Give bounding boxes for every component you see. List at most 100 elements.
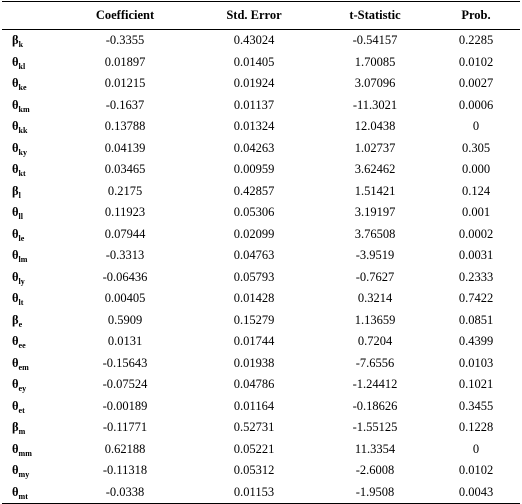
cell-std-error: 0.04263 [233,140,275,155]
cell-coefficient: -0.1637 [105,97,145,112]
cell-std-error: 0.04786 [233,377,275,392]
row-parameter: θlm [2,245,60,267]
table-row: θey -0.07524 0.04786 -1.24412 0.1021 [2,374,520,396]
row-parameter: θey [2,374,60,396]
cell-std-error: 0.01938 [233,355,275,370]
header-row: Coefficient Std. Error t-Statistic Prob. [2,1,520,30]
row-parameter: θky [2,138,60,160]
parameter-symbol: θ [12,119,19,134]
row-parameter: θkt [2,159,60,181]
parameter-symbol: θ [12,248,19,263]
cell-coefficient: 0.07944 [104,226,146,241]
cell-coefficient: 0.01897 [104,54,146,69]
table-header: Coefficient Std. Error t-Statistic Prob. [2,1,520,30]
cell-coefficient: -0.11771 [102,420,148,435]
cell-coefficient: 0.03465 [104,162,146,177]
cell-t-statistic: -3.9519 [355,248,395,263]
row-parameter: θle [2,224,60,246]
parameter-subscript: em [18,362,29,372]
cell-std-error: 0.04763 [233,248,275,263]
cell-prob: 0.2333 [458,269,494,284]
cell-std-error: 0.52731 [233,420,275,435]
table-row: θkk 0.13788 0.01324 12.0438 0 [2,116,520,138]
table-row: βe 0.5909 0.15279 1.13659 0.0851 [2,310,520,332]
row-parameter: βk [2,30,60,52]
row-parameter: βe [2,310,60,332]
parameter-subscript: ky [18,147,27,157]
parameter-symbol: θ [12,205,19,220]
cell-std-error: 0.02099 [233,226,275,241]
cell-coefficient: 0.2175 [107,183,143,198]
cell-t-statistic: 11.3354 [354,441,396,456]
parameter-subscript: ee [18,341,26,351]
table-row: θmy -0.11318 0.05312 -2.6008 0.0102 [2,460,520,482]
cell-coefficient: -0.3355 [105,33,145,48]
table-row: θee 0.0131 0.01744 0.7204 0.4399 [2,331,520,353]
cell-t-statistic: 1.13659 [354,312,396,327]
cell-std-error: 0.05312 [233,463,275,478]
parameter-subscript: kt [18,169,26,179]
parameter-symbol: θ [12,162,19,177]
row-parameter: βm [2,417,60,439]
table-row: θlm -0.3313 0.04763 -3.9519 0.0031 [2,245,520,267]
parameter-symbol: β [12,312,19,327]
cell-t-statistic: 0.7204 [357,334,393,349]
parameter-subscript: lt [18,298,24,308]
row-parameter: θll [2,202,60,224]
parameter-subscript: km [18,104,30,114]
parameter-subscript: l [18,190,21,200]
cell-std-error: 0.01137 [233,97,275,112]
table-row: θky 0.04139 0.04263 1.02737 0.305 [2,138,520,160]
parameter-subscript: le [18,233,25,243]
row-parameter: θmm [2,439,60,461]
parameter-symbol: θ [12,226,19,241]
cell-prob: 0.7422 [458,291,494,306]
cell-std-error: 0.01405 [233,54,275,69]
parameter-symbol: θ [12,398,19,413]
cell-t-statistic: -0.18626 [352,398,398,413]
table-row: θly -0.06436 0.05793 -0.7627 0.2333 [2,267,520,289]
header-std-error: Std. Error [190,1,318,30]
cell-t-statistic: -11.3021 [352,97,398,112]
cell-t-statistic: 3.19197 [354,205,396,220]
cell-prob: 0.0027 [458,76,494,91]
table-row: θll 0.11923 0.05306 3.19197 0.001 [2,202,520,224]
cell-prob: 0.0006 [458,97,494,112]
parameter-subscript: et [18,405,25,415]
parameter-subscript: m [18,427,26,437]
cell-prob: 0.0002 [458,226,494,241]
cell-prob: 0.0043 [432,481,520,504]
row-parameter: θmy [2,460,60,482]
parameter-symbol: θ [12,334,19,349]
cell-prob: 0.000 [461,162,491,177]
cell-prob: 0.4399 [458,334,494,349]
table-row: βm -0.11771 0.52731 -1.55125 0.1228 [2,417,520,439]
cell-coefficient: 0.00405 [104,291,146,306]
cell-prob: 0.001 [461,205,491,220]
parameter-subscript: mt [18,491,28,501]
cell-prob: 0.1021 [458,377,494,392]
cell-coefficient: -0.11318 [102,463,148,478]
cell-prob: 0 [472,119,480,134]
cell-coefficient: 0.11923 [104,205,146,220]
cell-prob: 0.124 [461,183,491,198]
cell-t-statistic: -1.24412 [352,377,398,392]
cell-prob: 0.0031 [458,248,494,263]
parameter-subscript: kl [18,61,26,71]
cell-std-error: 0.00959 [233,162,275,177]
parameter-symbol: θ [12,441,19,456]
cell-prob: 0.0102 [458,54,494,69]
cell-coefficient: 0.0131 [107,334,143,349]
row-parameter: θet [2,396,60,418]
cell-t-statistic: -0.7627 [355,269,395,284]
table-row: θkl 0.01897 0.01405 1.70085 0.0102 [2,52,520,74]
table-body: βk -0.3355 0.43024 -0.54157 0.2285 θkl 0.01897… [2,30,520,504]
cell-t-statistic: -1.55125 [352,420,398,435]
cell-coefficient: -0.3313 [105,248,145,263]
cell-coefficient: -0.07524 [102,377,148,392]
parameter-symbol: θ [12,377,19,392]
cell-coefficient: 0.01215 [104,76,146,91]
row-parameter: θly [2,267,60,289]
table-row: θle 0.07944 0.02099 3.76508 0.0002 [2,224,520,246]
